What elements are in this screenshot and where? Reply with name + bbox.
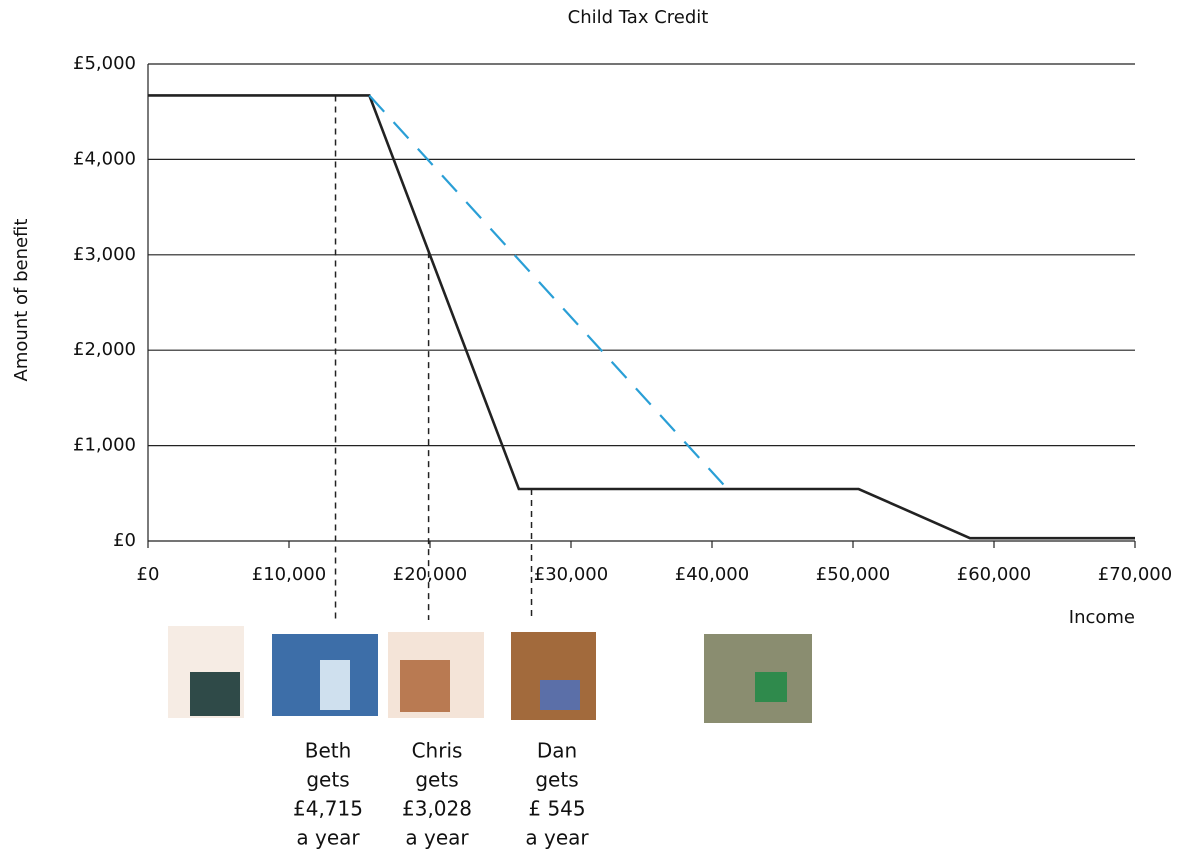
- y-tick-label: £0: [113, 530, 136, 551]
- annotation: a year: [296, 826, 360, 850]
- x-tick-label: £50,000: [816, 564, 890, 585]
- annotation: Dan: [537, 739, 577, 763]
- illustration: [190, 672, 240, 716]
- annotation: £4,715: [293, 797, 363, 821]
- illustration: [755, 672, 787, 702]
- y-axis-label: Amount of benefit: [11, 219, 32, 382]
- annotation: gets: [306, 768, 349, 792]
- illustration: [320, 660, 350, 710]
- series-line: [368, 94, 729, 490]
- annotation: gets: [535, 768, 578, 792]
- series-line: [148, 94, 1135, 540]
- x-tick-label: £10,000: [252, 564, 326, 585]
- illustration: [540, 680, 580, 710]
- x-axis-label: Income: [1069, 607, 1135, 628]
- x-tick-label: £20,000: [393, 564, 467, 585]
- annotation: a year: [405, 826, 469, 850]
- annotation: Beth: [305, 739, 352, 763]
- annotation: Chris: [412, 739, 463, 763]
- y-tick-label: £3,000: [73, 244, 136, 265]
- annotation: £ 545: [528, 797, 585, 821]
- x-tick-label: £70,000: [1098, 564, 1172, 585]
- chart-title: Child Tax Credit: [568, 7, 709, 28]
- y-tick-label: £2,000: [73, 339, 136, 360]
- annotation: a year: [525, 826, 589, 850]
- y-tick-label: £4,000: [73, 148, 136, 169]
- x-tick-label: £40,000: [675, 564, 749, 585]
- illustration: [400, 660, 450, 712]
- y-tick-label: £5,000: [73, 53, 136, 74]
- x-tick-label: £30,000: [534, 564, 608, 585]
- annotation: £3,028: [402, 797, 472, 821]
- x-tick-label: £60,000: [957, 564, 1031, 585]
- annotation: gets: [415, 768, 458, 792]
- x-tick-label: £0: [137, 564, 160, 585]
- y-tick-label: £1,000: [73, 435, 136, 456]
- illustrations: [168, 626, 812, 723]
